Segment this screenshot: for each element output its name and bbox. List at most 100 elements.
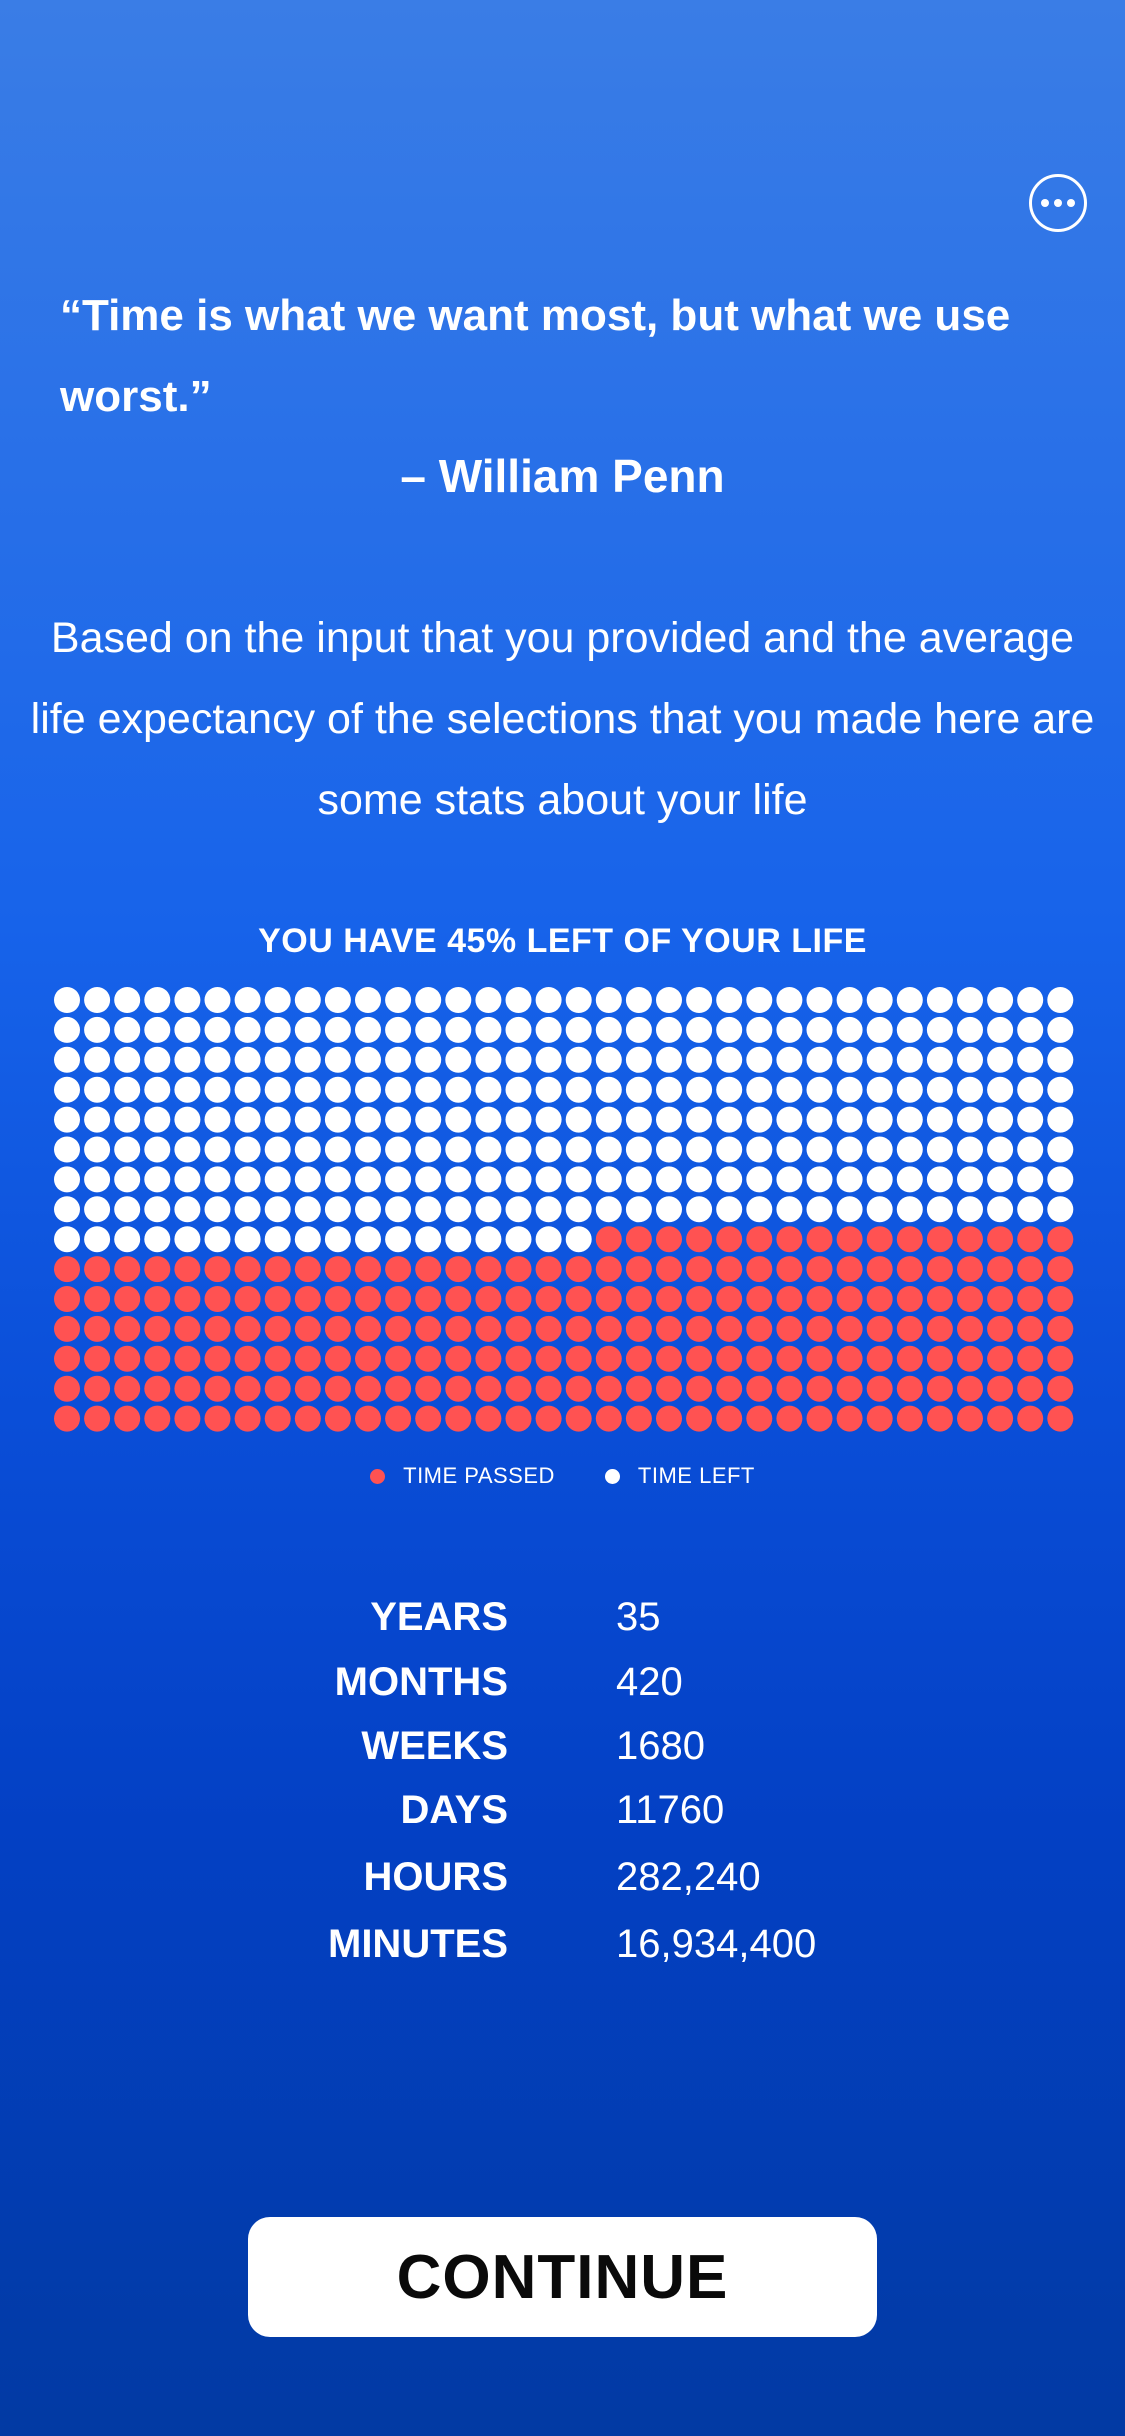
dot-time-left [324,1106,351,1133]
dot-time-left [926,1196,953,1223]
dot-time-passed [987,1226,1014,1253]
dot-time-passed [54,1375,80,1402]
dot-time-left [896,1106,923,1133]
stat-row-hours: HOURS 282,240 [0,1845,1125,1909]
dot-time-passed [84,1345,111,1372]
dot-time-left [174,1136,201,1163]
dot-time-passed [415,1405,442,1432]
dot-time-passed [565,1286,592,1312]
dot-time-passed [595,1405,622,1432]
dot-time-left [957,1166,983,1193]
dot-time-passed [806,1256,833,1283]
dot-time-left [264,1196,291,1223]
dot-time-passed [144,1345,171,1372]
dot-time-left [475,1166,502,1193]
dot-time-passed [565,1405,592,1432]
dot-time-left [84,1106,111,1133]
dot-time-passed [535,1345,562,1372]
dot-time-left [987,1046,1014,1073]
dot-time-left [686,1136,713,1163]
dot-time-left [716,1166,743,1193]
dot-time-left [656,987,682,1013]
dot-time-passed [1017,1345,1044,1372]
dot-time-passed [926,1375,953,1402]
dot-time-left [926,1016,953,1043]
stat-value: 1680 [616,1724,705,1768]
dot-time-passed [625,1226,652,1253]
dot-time-left [294,987,321,1013]
dot-time-left [535,1136,562,1163]
more-options-button[interactable] [1029,174,1087,232]
dot-time-passed [114,1315,141,1342]
dot-time-left [54,1226,80,1253]
dot-time-passed [204,1256,231,1283]
dot-time-passed [264,1286,291,1312]
dot-time-left [776,1166,803,1193]
dot-time-left [866,1076,893,1103]
dot-time-passed [595,1226,622,1253]
dot-time-left [204,987,231,1013]
dot-time-passed [174,1286,201,1312]
dot-time-passed [174,1375,201,1402]
dot-time-passed [1047,1345,1074,1372]
dot-time-passed [294,1345,321,1372]
dot-time-left [294,1226,321,1253]
dot-time-passed [54,1345,80,1372]
dot-time-passed [385,1286,412,1312]
dot-time-passed [505,1345,532,1372]
dot-time-left [866,1106,893,1133]
dot-time-passed [144,1286,171,1312]
dot-time-passed [54,1286,80,1312]
dot-time-left [475,1226,502,1253]
dot-time-left [565,987,592,1013]
dot-time-passed [324,1345,351,1372]
dot-time-left [836,1076,863,1103]
dot-time-passed [535,1315,562,1342]
dot-time-passed [776,1256,803,1283]
quote-author: – William Penn [400,450,725,502]
dot-time-passed [866,1226,893,1253]
dot-time-left [987,987,1014,1013]
dot-time-passed [746,1226,773,1253]
dot-time-passed [1047,1226,1074,1253]
dot-time-left [896,1136,923,1163]
dot-time-passed [505,1286,532,1312]
dot-time-left [385,1136,412,1163]
dot-time-passed [84,1375,111,1402]
dot-time-left [415,1196,442,1223]
dot-time-left [445,987,472,1013]
dot-time-left [1017,1046,1044,1073]
dot-time-left [415,1106,442,1133]
dot-time-left [324,1076,351,1103]
dot-time-passed [535,1286,562,1312]
dot-time-passed [144,1405,171,1432]
dot-time-left [625,987,652,1013]
dot-time-left [505,1166,532,1193]
dot-time-passed [746,1286,773,1312]
dot-time-left [987,1076,1014,1103]
dot-time-left [144,987,171,1013]
dot-time-left [234,1076,261,1103]
dot-time-left [1017,1136,1044,1163]
dot-time-passed [716,1315,743,1342]
dot-time-left [746,1196,773,1223]
dot-time-passed [234,1256,261,1283]
dot-time-passed [866,1405,893,1432]
dot-time-passed [204,1375,231,1402]
dot-time-passed [926,1405,953,1432]
dot-time-left [294,1196,321,1223]
dot-time-passed [234,1315,261,1342]
dot-time-passed [686,1256,713,1283]
continue-button[interactable]: CONTINUE [248,2217,877,2337]
dot-time-left [355,1196,381,1223]
dot-time-left [987,1166,1014,1193]
dot-time-left [806,987,833,1013]
dot-time-left [84,1196,111,1223]
dot-time-left [264,1076,291,1103]
dot-time-left [957,1076,983,1103]
dot-time-passed [1047,1256,1074,1283]
dot-time-left [204,1136,231,1163]
dot-time-left [565,1196,592,1223]
dot-time-passed [294,1256,321,1283]
dot-time-passed [475,1375,502,1402]
